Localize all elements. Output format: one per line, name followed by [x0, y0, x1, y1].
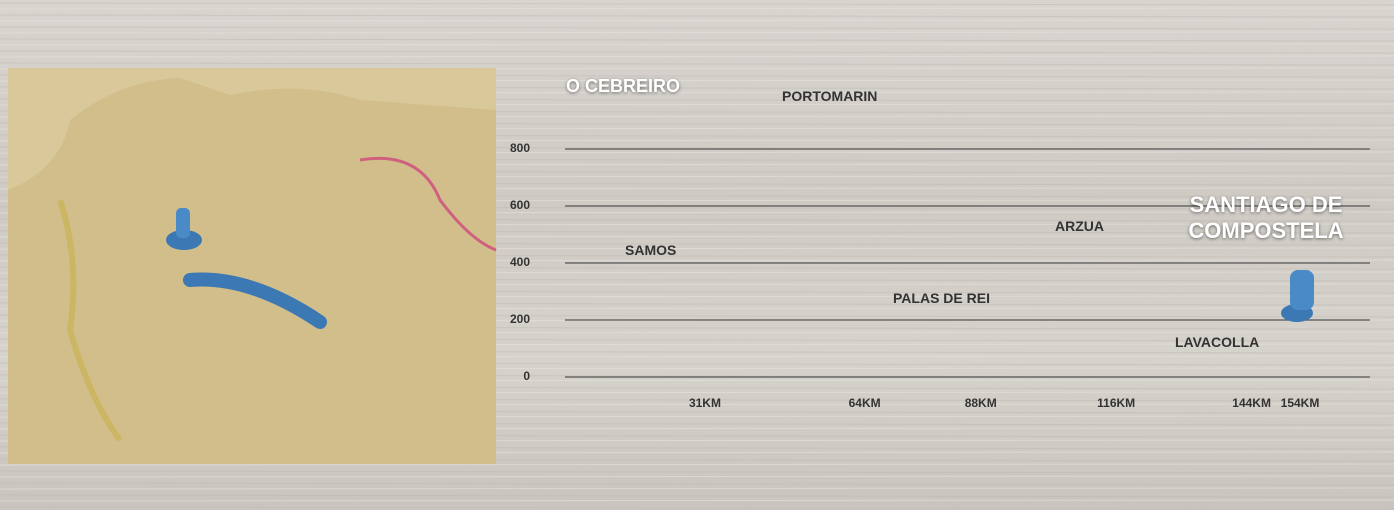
- x-tick-label: 116KM: [1097, 396, 1135, 410]
- map-pin: [166, 230, 202, 250]
- y-tick-label: 200: [510, 312, 530, 326]
- map-border: [359, 156, 497, 252]
- place-label: ARZUA: [1055, 218, 1104, 234]
- place-label: PORTOMARIN: [782, 88, 878, 104]
- pin-body: [1290, 270, 1314, 310]
- map-pin: [176, 208, 190, 238]
- x-tick-label: 64KM: [849, 396, 881, 410]
- y-tick-label: 0: [523, 369, 530, 383]
- place-label: SAMOS: [625, 242, 677, 258]
- map-land: [8, 78, 496, 464]
- x-tick-label: 144KM: [1232, 396, 1271, 410]
- map-route: [183, 272, 327, 329]
- y-tick-label: 600: [510, 198, 530, 212]
- place-label: PALAS DE REI: [893, 290, 990, 306]
- place-label: O CEBREIRO: [566, 76, 681, 96]
- x-tick-label: 31KM: [689, 396, 721, 410]
- place-label: LAVACOLLA: [1175, 334, 1260, 350]
- place-label: SANTIAGO DE COMPOSTELA: [1188, 192, 1344, 243]
- x-tick-label: 154KM: [1281, 396, 1320, 410]
- end-pin: [1281, 270, 1314, 322]
- y-tick-label: 400: [510, 255, 530, 269]
- x-tick-label: 88KM: [965, 396, 997, 410]
- map: [8, 68, 497, 464]
- y-tick-label: 800: [510, 141, 530, 155]
- map-border: [57, 199, 123, 442]
